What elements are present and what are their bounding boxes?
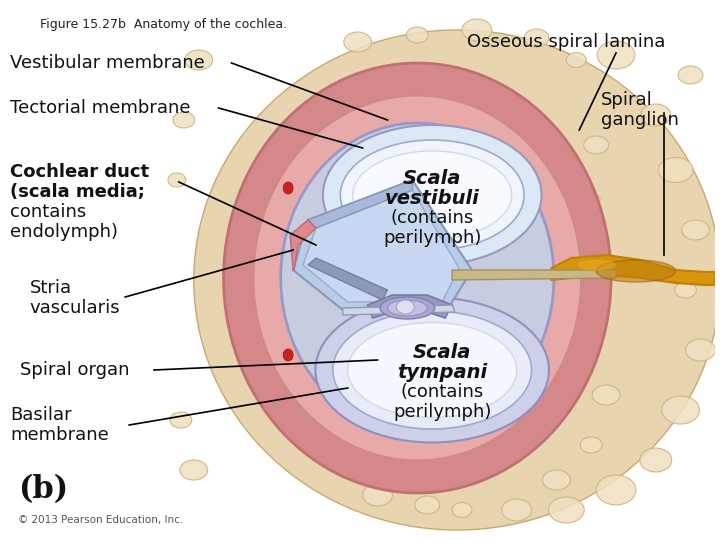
Text: Scala: Scala: [403, 168, 462, 187]
Ellipse shape: [348, 322, 517, 417]
Ellipse shape: [596, 475, 636, 505]
Ellipse shape: [675, 282, 696, 298]
Ellipse shape: [253, 96, 581, 461]
Polygon shape: [368, 295, 452, 318]
Polygon shape: [290, 220, 316, 270]
Ellipse shape: [592, 385, 620, 405]
Ellipse shape: [662, 396, 699, 424]
Ellipse shape: [180, 460, 207, 480]
Text: vascularis: vascularis: [30, 299, 120, 317]
Polygon shape: [343, 305, 455, 315]
Ellipse shape: [658, 158, 693, 183]
Ellipse shape: [223, 63, 611, 493]
Text: (b): (b): [18, 475, 68, 505]
Ellipse shape: [173, 112, 194, 128]
Text: Spiral organ: Spiral organ: [20, 361, 130, 379]
Text: Figure 15.27b  Anatomy of the cochlea.: Figure 15.27b Anatomy of the cochlea.: [40, 18, 287, 31]
Text: membrane: membrane: [10, 426, 109, 444]
Ellipse shape: [343, 32, 372, 52]
Ellipse shape: [682, 220, 709, 240]
Ellipse shape: [584, 136, 608, 154]
Ellipse shape: [415, 496, 440, 514]
Ellipse shape: [185, 50, 212, 70]
Ellipse shape: [502, 499, 531, 521]
Ellipse shape: [380, 297, 435, 319]
Text: Stria: Stria: [30, 279, 72, 297]
Ellipse shape: [283, 182, 293, 194]
Ellipse shape: [397, 300, 414, 314]
Text: © 2013 Pearson Education, Inc.: © 2013 Pearson Education, Inc.: [18, 515, 183, 525]
Text: Scala: Scala: [413, 342, 472, 361]
Text: Vestibular membrane: Vestibular membrane: [10, 54, 204, 72]
Ellipse shape: [353, 151, 512, 239]
Ellipse shape: [363, 484, 392, 506]
Ellipse shape: [170, 412, 192, 428]
Ellipse shape: [582, 193, 600, 207]
Polygon shape: [308, 258, 387, 300]
Ellipse shape: [576, 259, 616, 271]
Text: ganglion: ganglion: [601, 111, 679, 129]
Text: Cochlear duct: Cochlear duct: [10, 163, 149, 181]
Ellipse shape: [685, 339, 716, 361]
Text: contains: contains: [10, 203, 86, 221]
Text: endolymph): endolymph): [10, 223, 118, 241]
Ellipse shape: [387, 300, 427, 316]
Text: (scala media;: (scala media;: [10, 183, 145, 201]
Polygon shape: [452, 270, 616, 280]
Text: (contains: (contains: [400, 383, 484, 401]
Ellipse shape: [315, 298, 549, 442]
Ellipse shape: [462, 19, 492, 41]
Polygon shape: [303, 190, 459, 302]
Text: Spiral: Spiral: [601, 91, 653, 109]
Ellipse shape: [283, 349, 293, 361]
Ellipse shape: [281, 123, 554, 433]
Ellipse shape: [168, 173, 186, 187]
Text: Osseous spiral lamina: Osseous spiral lamina: [467, 33, 665, 51]
Ellipse shape: [549, 497, 584, 523]
Ellipse shape: [341, 140, 524, 250]
Ellipse shape: [596, 260, 675, 282]
Text: vestibuli: vestibuli: [384, 188, 480, 207]
Ellipse shape: [567, 52, 586, 68]
Ellipse shape: [452, 503, 472, 517]
Text: Basilar: Basilar: [10, 406, 71, 424]
Ellipse shape: [597, 41, 635, 69]
Polygon shape: [552, 255, 716, 285]
Ellipse shape: [542, 470, 570, 490]
Text: perilymph): perilymph): [383, 229, 482, 247]
Text: perilymph): perilymph): [393, 403, 491, 421]
Ellipse shape: [323, 125, 541, 265]
Text: tympani: tympani: [397, 362, 487, 381]
Ellipse shape: [580, 437, 602, 453]
Text: Tectorial membrane: Tectorial membrane: [10, 99, 190, 117]
Ellipse shape: [640, 448, 672, 472]
Polygon shape: [308, 180, 413, 228]
Text: (contains: (contains: [390, 209, 474, 227]
Ellipse shape: [678, 66, 703, 84]
Ellipse shape: [406, 27, 428, 43]
Ellipse shape: [333, 311, 531, 429]
Ellipse shape: [641, 104, 670, 126]
Ellipse shape: [194, 30, 720, 530]
Polygon shape: [293, 180, 472, 310]
Ellipse shape: [524, 29, 549, 47]
